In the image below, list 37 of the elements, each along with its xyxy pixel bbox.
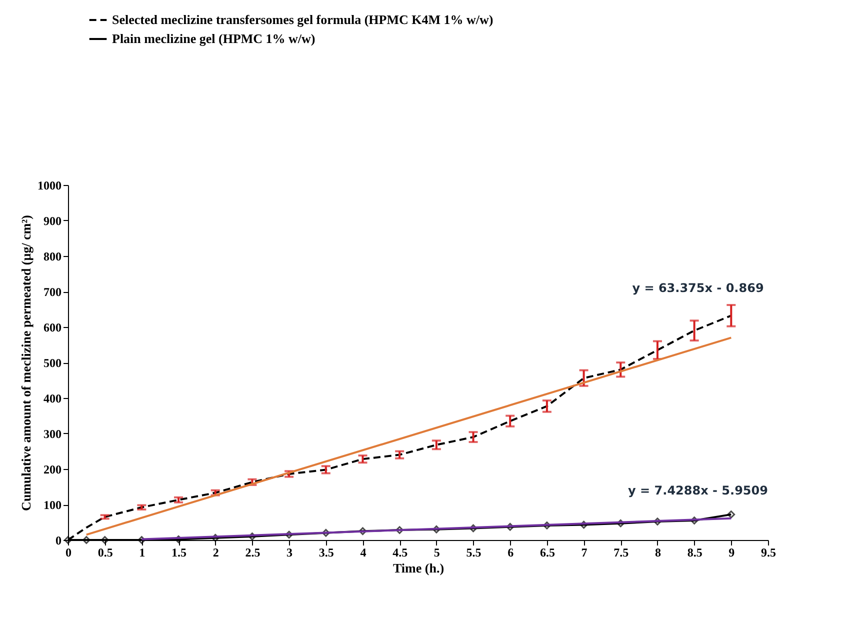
y-tick-label: 500	[44, 356, 62, 370]
x-tick-label: 1	[139, 546, 146, 560]
y-tick-label: 700	[44, 285, 62, 299]
x-tick-label: 4.5	[392, 546, 408, 560]
legend-label: Selected meclizine transfersomes gel formula (HPMC K4M 1% w/w)	[112, 12, 494, 27]
y-tick-label: 800	[44, 250, 62, 264]
x-tick-label: 2.5	[245, 546, 260, 560]
y-tick-label: 300	[44, 427, 62, 441]
annotation: y = 7.4288x - 5.9509	[628, 483, 768, 498]
y-tick-label: 200	[44, 462, 62, 476]
y-tick-label: 900	[44, 214, 62, 228]
x-axis-title: Time (h.)	[392, 560, 444, 576]
y-tick-label: 1000	[38, 178, 62, 192]
y-tick-label: 0	[56, 534, 62, 548]
x-tick-label: 5.5	[466, 546, 482, 560]
x-tick-label: 9	[728, 546, 735, 560]
legend-label: Plain meclizine gel (HPMC 1% w/w)	[112, 31, 316, 46]
y-axis-title: Cumulative amount of meclizine permeated (µg/ cm²)	[18, 215, 34, 511]
x-tick-label: 6.5	[540, 546, 555, 560]
x-tick-label: 9.5	[761, 546, 776, 560]
y-tick-label: 100	[44, 498, 62, 512]
annotation: y = 63.375x - 0.869	[632, 280, 764, 295]
x-tick-label: 8.5	[687, 546, 702, 560]
x-tick-label: 5	[434, 546, 440, 560]
x-tick-label: 0	[66, 546, 72, 560]
x-tick-label: 3.5	[318, 546, 334, 560]
x-tick-label: 3	[286, 546, 293, 560]
x-tick-label: 1.5	[172, 546, 187, 560]
x-tick-label: 8	[654, 546, 661, 560]
x-tick-label: 0.5	[98, 546, 113, 560]
x-tick-label: 6	[508, 546, 514, 560]
x-tick-label: 7	[581, 546, 588, 560]
x-tick-label: 2	[212, 546, 219, 560]
y-tick-label: 600	[44, 320, 62, 334]
x-tick-label: 4	[360, 546, 366, 560]
x-tick-label: 7.5	[614, 546, 629, 560]
y-tick-label: 400	[44, 392, 62, 406]
